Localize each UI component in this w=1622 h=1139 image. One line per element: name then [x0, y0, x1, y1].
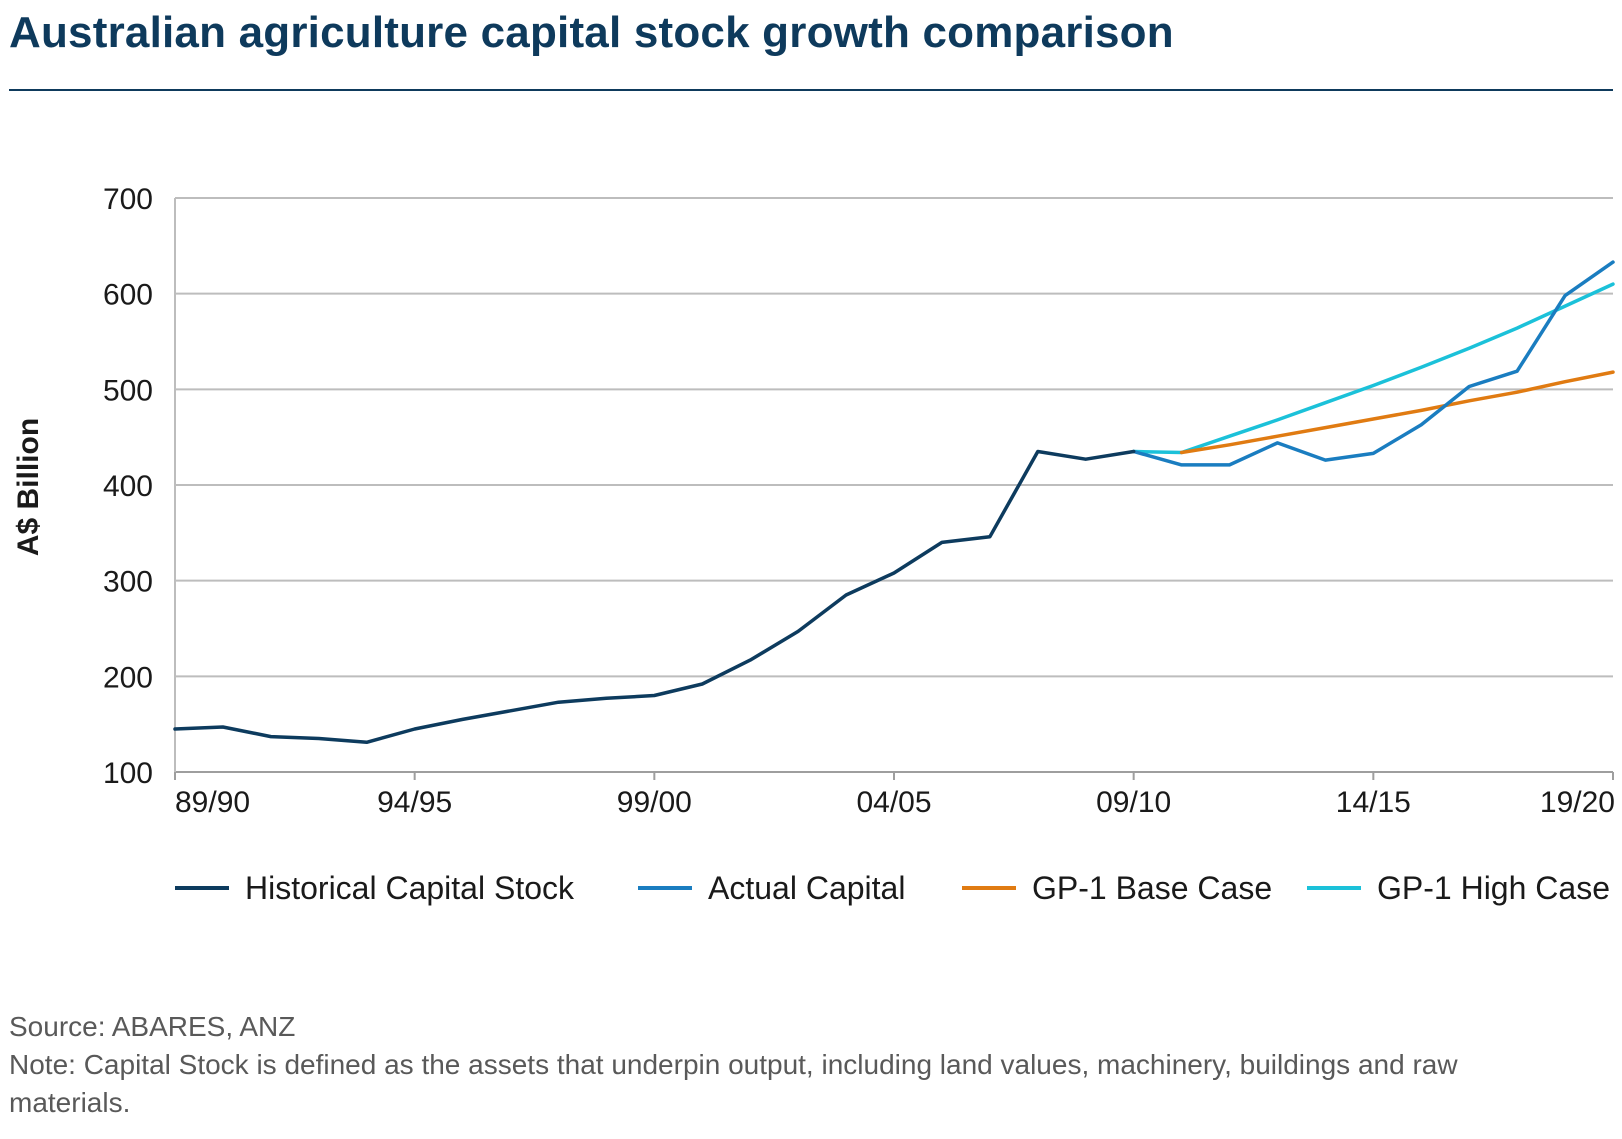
y-tick-label: 500	[103, 374, 153, 407]
y-tick-label: 200	[103, 661, 153, 694]
series-line-actual-capital	[1131, 260, 1615, 467]
source-note: Source: ABARES, ANZ	[9, 1011, 296, 1042]
legend-label: GP-1 High Case	[1377, 870, 1610, 906]
y-tick-label: 400	[103, 470, 153, 503]
series-line-historical-capital-stock	[173, 449, 1136, 745]
legend-label: Historical Capital Stock	[245, 870, 575, 906]
legend-label: Actual Capital	[708, 870, 905, 906]
series-lines	[173, 260, 1615, 745]
series-line-gp-1-base-case	[1179, 370, 1615, 455]
y-tick-label: 300	[103, 566, 153, 599]
x-tick-labels: 89/90 94/95 99/00 04/05 09/10 14/15 19/20	[175, 786, 1615, 819]
x-tick-label: 09/10	[1096, 786, 1171, 819]
y-tick-label: 100	[103, 757, 153, 790]
x-tick-label: 04/05	[856, 786, 931, 819]
x-tick-label: 94/95	[377, 786, 452, 819]
x-tick-label: 14/15	[1336, 786, 1411, 819]
legend: Historical Capital Stock Actual Capital GP…	[175, 870, 1610, 906]
line-chart: 100 200 300 400 500 600 700 89/90 94/95 99/00 04/…	[12, 183, 1615, 906]
legend-label: GP-1 Base Case	[1032, 870, 1272, 906]
definition-note: Note: Capital Stock is defined as the as…	[9, 1049, 1458, 1118]
x-tick-label: 89/90	[175, 786, 250, 819]
title-divider	[9, 89, 1613, 91]
series-line-gp-1-high-case	[1131, 282, 1615, 455]
footer: Source: ABARES, ANZ Note: Capital Stock …	[9, 1008, 1459, 1122]
x-tick-label: 19/20	[1540, 786, 1615, 819]
y-tick-labels: 100 200 300 400 500 600 700	[103, 183, 153, 790]
y-tick-label: 700	[103, 183, 153, 216]
y-tick-label: 600	[103, 279, 153, 312]
x-tick-label: 99/00	[617, 786, 692, 819]
x-axis	[174, 198, 1614, 780]
chart-title: Australian agriculture capital stock gro…	[9, 8, 1174, 57]
gridlines	[175, 197, 1613, 678]
y-axis-label: A$ Billion	[12, 418, 45, 556]
